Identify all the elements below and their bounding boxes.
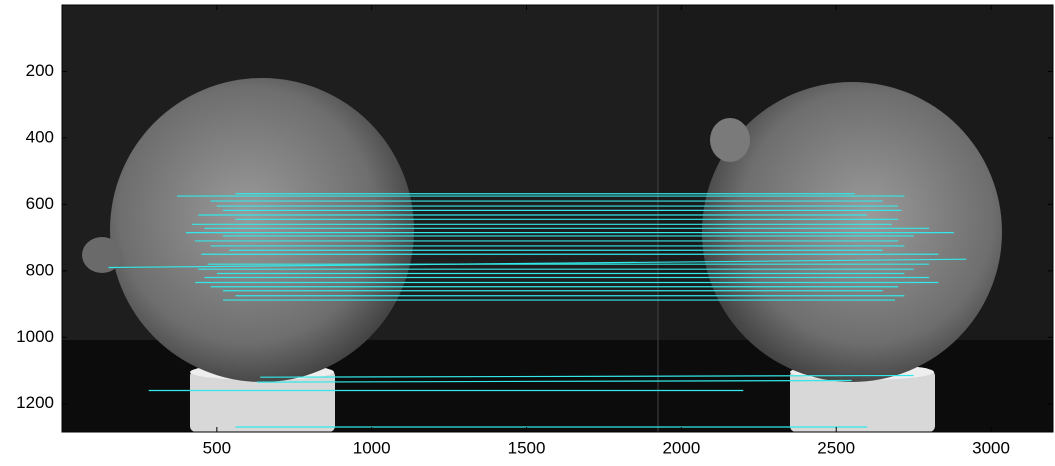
figure: 500 1000 1500 2000 2500 3000 200 400 600 800 1000 1… bbox=[0, 0, 1055, 461]
y-tick-label: 200 bbox=[26, 61, 54, 80]
x-tick-label: 1000 bbox=[353, 438, 391, 457]
photo bbox=[62, 5, 1053, 432]
x-tick-label: 3000 bbox=[972, 438, 1010, 457]
y-tick-label: 800 bbox=[26, 260, 54, 279]
y-tick-label: 1200 bbox=[16, 393, 54, 412]
x-tick-label: 2000 bbox=[662, 438, 700, 457]
x-tick-label: 1500 bbox=[508, 438, 546, 457]
y-tick-label: 1000 bbox=[16, 327, 54, 346]
left-sphere bbox=[110, 78, 414, 382]
right-sphere bbox=[702, 82, 1002, 382]
x-tick-label: 2500 bbox=[817, 438, 855, 457]
y-tick-label: 400 bbox=[26, 127, 54, 146]
y-tick-label: 600 bbox=[26, 194, 54, 213]
x-tick-label: 500 bbox=[203, 438, 231, 457]
